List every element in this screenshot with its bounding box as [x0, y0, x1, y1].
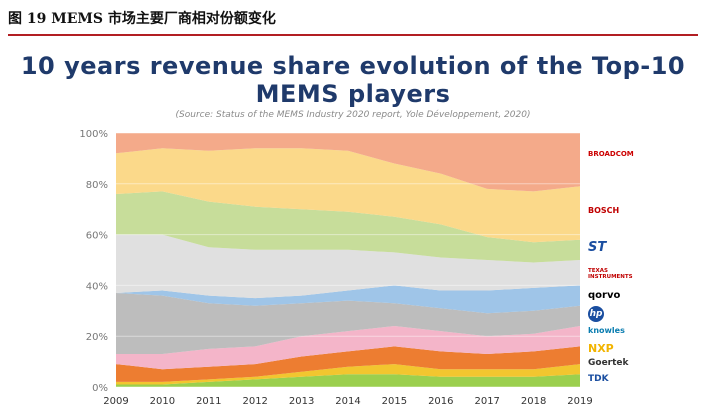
- y-tick-label: 60%: [86, 231, 108, 242]
- caption-divider: [8, 34, 698, 36]
- figure-caption: 图 19 MEMS 市场主要厂商相对份额变化: [8, 11, 276, 27]
- legend-bosch: BOSCH: [588, 206, 620, 215]
- legend-nxp: NXP: [588, 342, 614, 355]
- x-tick-label: 2009: [103, 396, 128, 407]
- legend-qorvo: qorvo: [588, 290, 621, 301]
- legend-hp: hp: [588, 306, 604, 322]
- chart-title-line1: 10 years revenue share evolution of the …: [20, 52, 686, 80]
- y-tick-label: 0%: [92, 383, 108, 394]
- x-tick-label: 2019: [567, 396, 592, 407]
- legend-broadcom: BROADCOM: [588, 150, 634, 158]
- area-series-knowles: [116, 326, 580, 370]
- legend-texas-instruments: TEXAS INSTRUMENTS: [588, 268, 633, 280]
- x-tick-label: 2017: [474, 396, 499, 407]
- area-series-st: [116, 191, 580, 263]
- chart-source-note: (Source: Status of the MEMS Industry 202…: [175, 110, 531, 120]
- area-series-nxp: [116, 346, 580, 382]
- area-series-qorvo: [116, 285, 580, 314]
- area-series-broadcom: [116, 133, 580, 192]
- area-series-texas-instruments: [116, 234, 580, 299]
- y-tick-label: 100%: [79, 129, 108, 140]
- x-tick-label: 2016: [428, 396, 453, 407]
- x-tick-label: 2013: [289, 396, 314, 407]
- area-series-hp: [116, 293, 580, 354]
- area-series-tdk: [116, 374, 580, 387]
- legend-goertek: Goertek: [588, 358, 629, 368]
- area-series-bosch: [116, 148, 580, 243]
- chart-title-line2: MEMS players: [255, 80, 451, 108]
- x-tick-label: 2018: [521, 396, 546, 407]
- legend-st: ST: [588, 240, 607, 255]
- x-tick-label: 2010: [150, 396, 175, 407]
- x-tick-label: 2014: [335, 396, 360, 407]
- y-tick-label: 80%: [86, 180, 108, 191]
- y-tick-label: 20%: [86, 332, 108, 343]
- legend-tdk: TDK: [588, 374, 609, 384]
- x-tick-label: 2015: [382, 396, 407, 407]
- y-tick-label: 40%: [86, 281, 108, 292]
- x-tick-label: 2011: [196, 396, 221, 407]
- legend-knowles: knowles: [588, 326, 625, 335]
- x-tick-label: 2012: [242, 396, 267, 407]
